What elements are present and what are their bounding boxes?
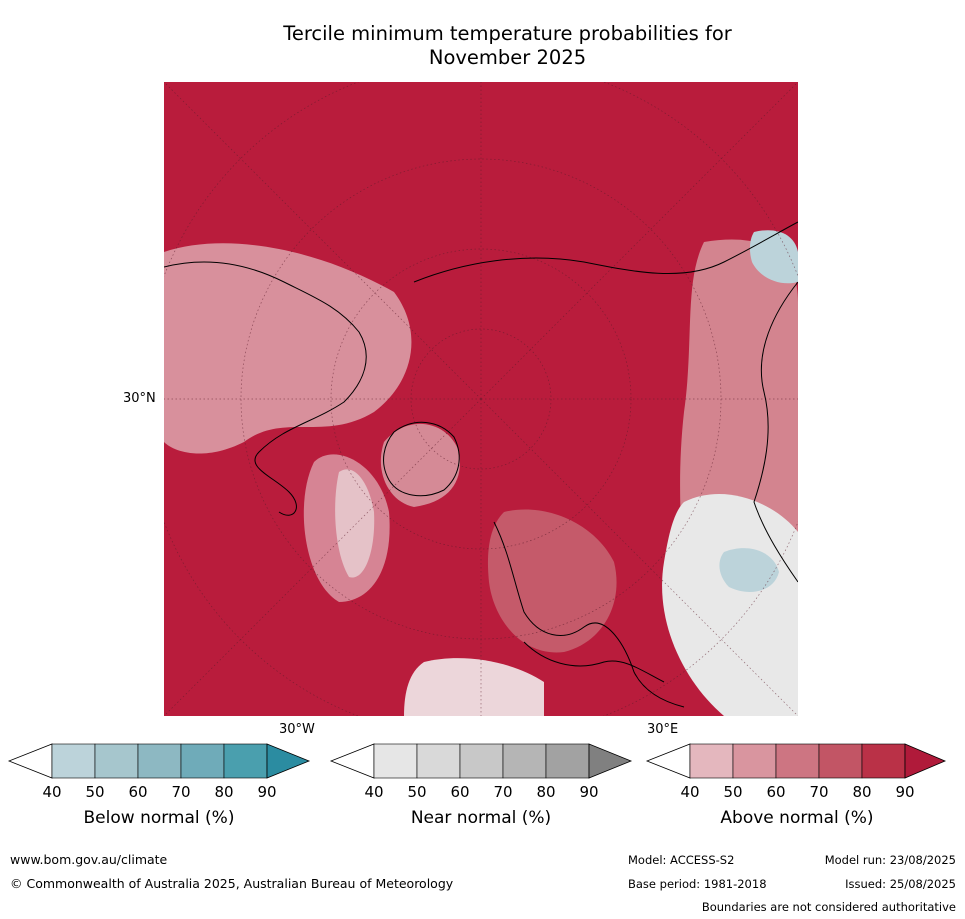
above-swatch-1 [689, 743, 734, 779]
above-tick-60: 60 [766, 783, 786, 801]
region-north-america [164, 243, 412, 454]
region-africa-white [404, 658, 544, 716]
above-swatch-4 [818, 743, 863, 779]
colorbar-above: 40 50 60 70 80 90 Above normal (%) [645, 743, 947, 863]
region-europe [487, 509, 617, 653]
coast-eurasia [413, 221, 798, 283]
region-atlantic-mid [303, 454, 390, 602]
near-swatch-3 [459, 743, 504, 779]
below-swatch-1 [51, 743, 96, 779]
above-tick-40: 40 [680, 783, 700, 801]
below-extend-low [7, 743, 53, 779]
lat-label-30n: 30°N [123, 391, 156, 406]
chart-title: Tercile minimum temperature probabilitie… [160, 22, 855, 70]
below-tick-60: 60 [128, 783, 148, 801]
near-tick-60: 60 [450, 783, 470, 801]
near-tick-70: 70 [493, 783, 513, 801]
disclaimer-text: Boundaries are not considered authoritat… [701, 900, 956, 914]
map-graphic [164, 82, 798, 716]
above-label: Above normal (%) [720, 808, 874, 828]
model-run-text: Model run: 23/08/2025 [824, 853, 956, 867]
near-swatch-5 [545, 743, 590, 779]
model-text: Model: ACCESS-S2 [628, 853, 735, 867]
near-tick-50: 50 [407, 783, 427, 801]
below-swatch-5 [223, 743, 268, 779]
region-asia-white [662, 493, 798, 716]
issued-text: Issued: 25/08/2025 [845, 877, 956, 891]
below-extend-high [266, 743, 311, 779]
above-tick-50: 50 [723, 783, 743, 801]
near-tick-90: 90 [579, 783, 599, 801]
colorbar-near-graphic [329, 743, 633, 779]
polar-map [164, 82, 798, 716]
above-extend-high [904, 743, 947, 779]
colorbar-above-graphic [645, 743, 947, 779]
coast-asia-east [753, 281, 798, 583]
above-swatch-3 [775, 743, 820, 779]
region-greenland [380, 423, 460, 507]
below-label: Below normal (%) [83, 808, 235, 828]
title-line-1: Tercile minimum temperature probabilitie… [283, 22, 732, 45]
copyright-text: © Commonwealth of Australia 2025, Austra… [10, 876, 454, 891]
base-period-text: Base period: 1981-2018 [628, 877, 767, 891]
above-tick-70: 70 [809, 783, 829, 801]
coast-europe [493, 521, 685, 708]
title-line-2: November 2025 [428, 46, 587, 69]
below-tick-80: 80 [214, 783, 234, 801]
above-swatch-2 [732, 743, 777, 779]
lon-label-30e: 30°E [647, 722, 679, 737]
below-swatch-2 [94, 743, 139, 779]
below-tick-40: 40 [42, 783, 62, 801]
website-link[interactable]: www.bom.gov.au/climate [10, 852, 168, 867]
near-extend-high [588, 743, 633, 779]
colorbar-below: 40 50 60 70 80 90 Below normal (%) [7, 743, 311, 863]
near-swatch-1 [373, 743, 418, 779]
region-asia-blue [719, 548, 779, 592]
below-tick-90: 90 [257, 783, 277, 801]
coast-mediterranean [523, 641, 665, 683]
near-label: Near normal (%) [410, 808, 552, 828]
below-tick-70: 70 [171, 783, 191, 801]
above-tick-90: 90 [895, 783, 915, 801]
coast-greenland [383, 421, 460, 497]
below-tick-50: 50 [85, 783, 105, 801]
above-swatch-5 [861, 743, 906, 779]
near-tick-40: 40 [364, 783, 384, 801]
below-swatch-4 [180, 743, 225, 779]
region-northeast-blue [749, 230, 798, 284]
above-extend-low [645, 743, 691, 779]
near-swatch-4 [502, 743, 547, 779]
near-tick-80: 80 [536, 783, 556, 801]
colorbar-below-graphic [7, 743, 311, 779]
above-tick-80: 80 [852, 783, 872, 801]
below-swatch-3 [137, 743, 182, 779]
near-extend-low [329, 743, 375, 779]
lon-label-30w: 30°W [279, 722, 315, 737]
colorbar-near: 40 50 60 70 80 90 Near normal (%) [329, 743, 633, 863]
near-swatch-2 [416, 743, 461, 779]
coast-north-america [164, 261, 367, 516]
